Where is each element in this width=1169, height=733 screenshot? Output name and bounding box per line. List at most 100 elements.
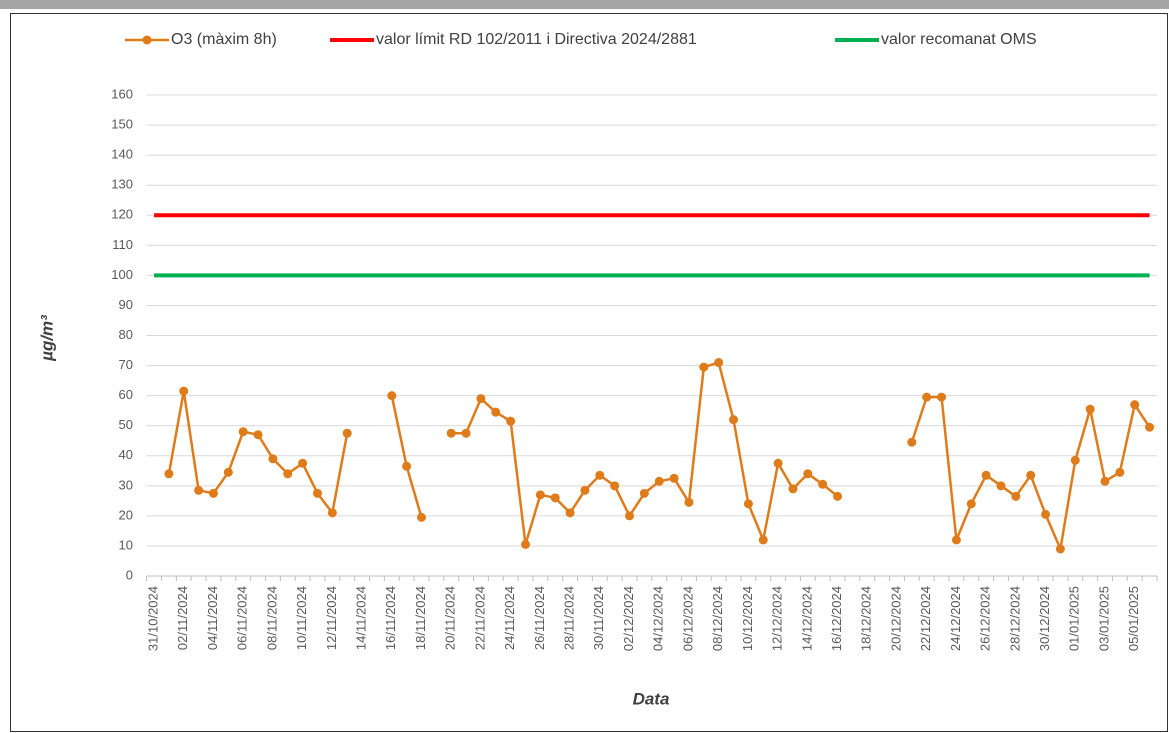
data-point	[1130, 400, 1140, 410]
y-tick-label: 110	[112, 237, 133, 252]
x-tick-label: 31/10/2024	[145, 586, 160, 651]
data-point	[1055, 544, 1065, 554]
data-point	[758, 535, 768, 545]
data-point	[996, 481, 1006, 491]
x-tick-label: 26/12/2024	[978, 586, 993, 651]
y-tick-label: 30	[119, 477, 133, 492]
x-tick-label: 28/12/2024	[1007, 586, 1022, 651]
y-tick-label: 50	[119, 417, 133, 432]
y-tick-label: 60	[119, 387, 133, 402]
y-tick-label: 80	[119, 327, 133, 342]
data-point	[1070, 455, 1080, 465]
x-tick-label: 16/12/2024	[829, 586, 844, 651]
y-tick-label: 70	[119, 357, 133, 372]
x-tick-label: 04/11/2024	[205, 586, 220, 650]
data-point	[550, 493, 560, 503]
x-tick-label: 12/12/2024	[770, 586, 785, 651]
x-tick-label: 02/11/2024	[175, 586, 190, 650]
data-point	[818, 479, 828, 489]
data-point	[164, 469, 174, 479]
x-tick-label: 24/11/2024	[502, 586, 517, 650]
y-tick-label: 140	[111, 147, 133, 162]
y-tick-label: 40	[119, 447, 133, 462]
y-axis-title: µg/m³	[37, 314, 56, 362]
x-axis-title: Data	[633, 689, 670, 708]
y-tick-label: 10	[119, 537, 133, 552]
data-point	[223, 467, 233, 477]
data-point	[387, 391, 397, 401]
legend-label: valor límit RD 102/2011 i Directiva 2024…	[376, 31, 697, 48]
data-point	[625, 511, 635, 521]
x-tick-label: 03/01/2025	[1096, 586, 1111, 651]
x-tick-label: 30/12/2024	[1037, 586, 1052, 651]
x-tick-label: 06/11/2024	[235, 586, 250, 650]
x-tick-label: 22/11/2024	[472, 586, 487, 650]
data-point	[699, 362, 709, 372]
data-point	[773, 458, 783, 468]
data-point	[535, 490, 545, 500]
data-point	[565, 508, 575, 518]
data-point	[283, 469, 293, 479]
data-point	[238, 427, 248, 437]
x-tick-label: 14/12/2024	[799, 586, 814, 651]
y-tick-label: 160	[111, 86, 133, 101]
x-tick-label: 08/11/2024	[264, 586, 279, 650]
legend-label: O3 (màxim 8h)	[171, 31, 277, 48]
data-point	[654, 476, 664, 486]
data-point	[966, 499, 976, 509]
data-point	[714, 358, 724, 368]
data-point	[981, 470, 991, 480]
data-point	[951, 535, 961, 545]
data-point	[1011, 491, 1021, 501]
data-point	[907, 437, 917, 447]
data-point	[194, 485, 204, 495]
x-tick-label: 24/12/2024	[948, 586, 963, 651]
data-point	[1145, 422, 1155, 432]
data-point	[268, 454, 278, 464]
data-point	[833, 491, 843, 501]
y-tick-label: 100	[111, 267, 133, 282]
data-point	[729, 415, 739, 425]
data-point	[491, 407, 501, 417]
data-point	[684, 497, 694, 507]
x-tick-label: 18/11/2024	[413, 586, 428, 650]
data-point	[416, 512, 426, 522]
data-point	[669, 473, 679, 483]
x-tick-label: 08/12/2024	[710, 586, 725, 651]
data-point	[446, 428, 456, 438]
legend: O3 (màxim 8h) valor límit RD 102/2011 i D…	[125, 31, 1037, 48]
x-tick-label: 28/11/2024	[562, 586, 577, 650]
x-tick-label: 20/11/2024	[443, 586, 458, 650]
data-point	[803, 469, 813, 479]
data-point	[312, 488, 322, 498]
x-tick-label: 16/11/2024	[383, 586, 398, 650]
data-point	[788, 484, 798, 494]
data-point	[506, 416, 516, 426]
x-tick-label: 10/12/2024	[740, 586, 755, 651]
x-tick-label: 26/11/2024	[532, 586, 547, 650]
y-tick-label: 130	[111, 177, 133, 192]
x-tick-label: 30/11/2024	[591, 586, 606, 650]
x-tick-label: 14/11/2024	[353, 586, 368, 650]
data-point	[610, 481, 620, 491]
y-tick-label: 90	[119, 297, 133, 312]
data-point	[327, 508, 337, 518]
data-point	[461, 428, 471, 438]
data-point	[937, 392, 947, 402]
data-point	[1085, 404, 1095, 414]
x-tick-label: 18/12/2024	[859, 586, 874, 651]
data-point	[580, 485, 590, 495]
data-point	[342, 428, 352, 438]
x-tick-label: 02/12/2024	[621, 586, 636, 651]
data-point	[1115, 467, 1125, 477]
data-point	[253, 430, 263, 440]
legend-marker	[142, 35, 152, 45]
data-point	[298, 458, 308, 468]
data-point	[1100, 476, 1110, 486]
data-point	[639, 488, 649, 498]
data-point	[743, 499, 753, 509]
x-tick-label: 12/11/2024	[324, 586, 339, 650]
chart-frame	[10, 13, 1168, 732]
x-tick-label: 06/12/2024	[680, 586, 695, 651]
